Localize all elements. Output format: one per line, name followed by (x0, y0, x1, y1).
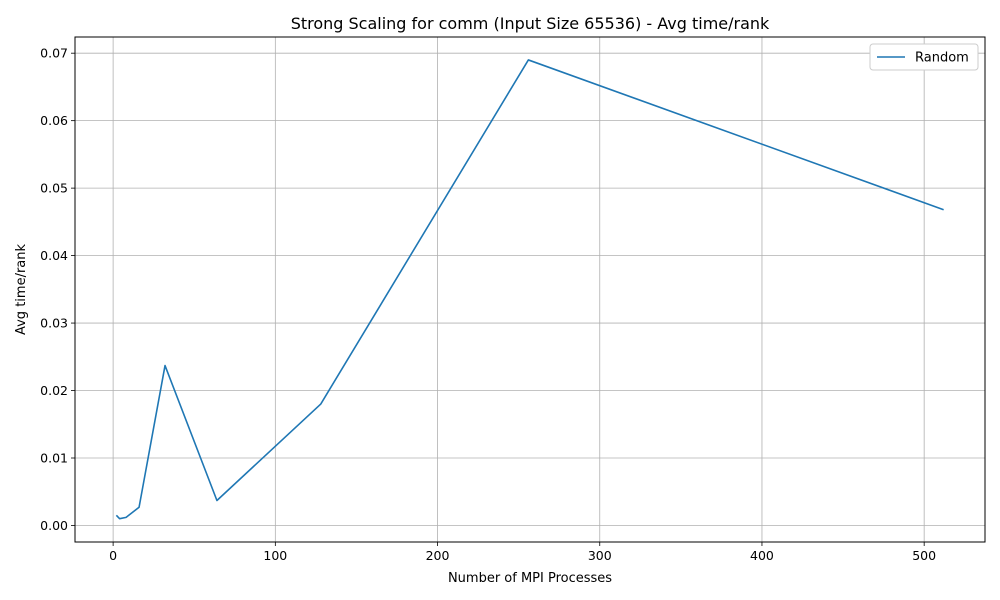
y-tick-label: 0.03 (40, 316, 68, 331)
series-line-random (115, 59, 944, 520)
x-tick-label: 100 (263, 548, 287, 563)
y-axis-label: Avg time/rank (14, 244, 29, 336)
x-tick-label: 500 (912, 548, 936, 563)
y-tick-label: 0.02 (40, 383, 68, 398)
y-tick-label: 0.01 (40, 451, 68, 466)
plot-area-frame (74, 36, 986, 543)
y-axis-ticks: 0.00 0.01 0.02 0.03 0.04 0.05 0.06 0.07 (40, 46, 75, 533)
x-tick-label: 300 (588, 548, 612, 563)
legend: Random (869, 43, 979, 71)
y-tick-label: 0.04 (40, 248, 68, 263)
chart-title: Strong Scaling for comm (Input Size 6553… (291, 14, 770, 33)
y-tick-label: 0.07 (40, 46, 68, 61)
y-tick-label: 0.05 (40, 181, 68, 196)
legend-box (869, 43, 979, 71)
x-axis-label: Number of MPI Processes (448, 571, 612, 586)
x-tick-label: 400 (750, 548, 774, 563)
series-lines (115, 59, 944, 520)
y-tick-label: 0.00 (40, 518, 68, 533)
grid-lines (75, 37, 985, 542)
x-tick-label: 200 (426, 548, 450, 563)
x-axis-ticks: 0 100 200 300 400 500 (109, 542, 936, 563)
x-tick-label: 0 (109, 548, 117, 563)
y-tick-label: 0.06 (40, 113, 68, 128)
legend-label: Random (915, 51, 969, 66)
